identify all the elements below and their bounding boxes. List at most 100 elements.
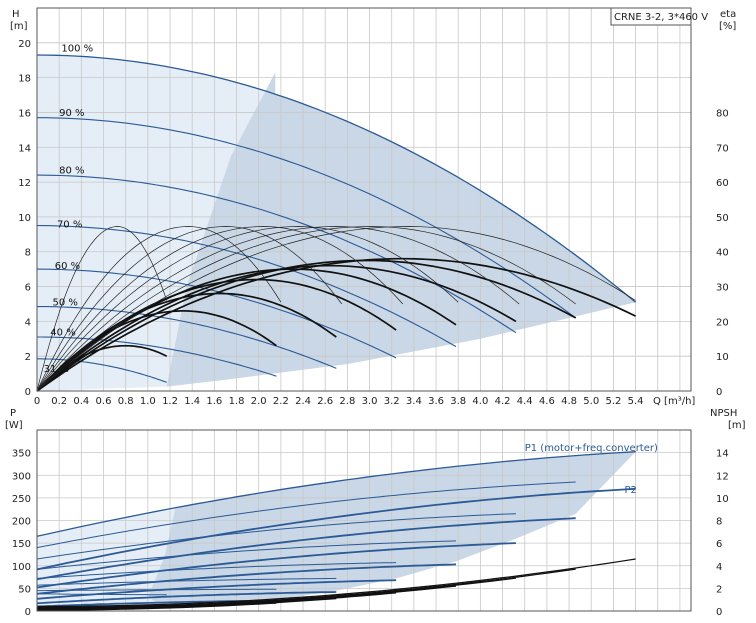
eta-iso-curve: [36, 226, 459, 392]
eta-tick-label: 20: [716, 317, 729, 328]
p-tick-label: 100: [12, 562, 31, 573]
h-tick-label: 2: [25, 352, 31, 363]
speed-label: 80 %: [59, 165, 84, 176]
qh-curve-31: [37, 358, 167, 383]
npsh-axis-label: NPSH: [710, 408, 737, 419]
x-tick-label: 2.4: [295, 396, 311, 407]
h-axis-unit: [m]: [10, 21, 28, 32]
qh-curve-100: [36, 54, 637, 303]
speed-label: 60 %: [55, 261, 80, 272]
qh-curve-50: [37, 306, 337, 369]
eta-iso-curve: [36, 226, 282, 392]
eta-tick-label: 80: [716, 108, 729, 119]
qh-plot-frame: [36, 7, 692, 392]
npsh-tick-label: 14: [716, 449, 729, 460]
qh-eta-plot: 0 0.2 0.4 0.6 0.8 1.0 1.2 1.4 1.6 1.8 2.0 2.2 2.4 2.6…: [10, 7, 736, 407]
x-tick-label: 3.4: [406, 396, 422, 407]
p2-curve-60: [36, 579, 397, 600]
p1-curve-70: [36, 540, 457, 570]
power-npsh-plot: 0 50 100 150 200 250 300 350 0 2 4 6 8 10 12 14 P [W] N…: [5, 408, 746, 618]
eta-tick-label: 50: [716, 213, 729, 224]
qh-curve-90: [37, 117, 577, 319]
q-axis-label: Q [m³/h]: [653, 396, 695, 407]
x-tick-label: 0.2: [51, 396, 67, 407]
x-tick-label: 4.0: [472, 396, 488, 407]
eta-iso-curve: [36, 226, 404, 392]
p2-series-label: P2: [624, 485, 636, 496]
h-tick-label: 12: [18, 178, 31, 189]
x-tick-label: 3.8: [450, 396, 466, 407]
npsh-tick-label: 12: [716, 471, 729, 482]
npsh-tick-label: 6: [716, 539, 722, 550]
h-tick-label: 4: [25, 317, 31, 328]
power-ticks: 0 50 100 150 200 250 300 350 0 2 4 6 8 10 12 14: [12, 449, 729, 618]
npsh-curve-31: [37, 605, 167, 611]
p-tick-label: 350: [12, 449, 31, 460]
qh-operating-envelope: [37, 55, 636, 391]
speed-label: 90 %: [59, 108, 84, 119]
p1-curve-50: [36, 577, 337, 586]
p-axis-label: P: [10, 408, 16, 419]
title-box: [610, 7, 692, 26]
npsh-tick-label: 8: [716, 517, 722, 528]
x-tick-label: 2.2: [273, 396, 289, 407]
x-tick-label: 4.4: [517, 396, 533, 407]
npsh-tick-label: 10: [716, 494, 729, 505]
eta-iso-curve: [36, 226, 168, 392]
x-tick-label: 3.2: [384, 396, 400, 407]
eta-tick-label: 30: [716, 283, 729, 294]
x-tick-label: 3.6: [428, 396, 444, 407]
npsh-curve-90: [37, 568, 576, 609]
p2-curve-90: [36, 517, 576, 581]
eta-iso-curve: [36, 226, 520, 392]
npsh-tick-label: 2: [716, 584, 722, 595]
p1-curve-90: [36, 481, 576, 549]
npsh-curves: [36, 558, 636, 611]
x-tick-label: 1.2: [162, 396, 178, 407]
x-tick-label: 4.6: [539, 396, 555, 407]
p1-curve-80: [36, 513, 516, 560]
x-tick-label: 2.6: [317, 396, 333, 407]
x-tick-label: 2.8: [339, 396, 355, 407]
h-tick-label: 16: [18, 108, 31, 119]
eta-tick-label: 60: [716, 178, 729, 189]
x-tick-label: 4.2: [495, 396, 511, 407]
p-tick-label: 200: [12, 517, 31, 528]
h-tick-label: 14: [18, 143, 31, 154]
h-tick-label: 6: [25, 283, 31, 294]
p2-curve-80: [36, 542, 516, 589]
x-tick-label: 0.4: [73, 396, 89, 407]
npsh-axis-unit: [m]: [728, 420, 746, 431]
x-tick-label: 1.4: [184, 396, 200, 407]
p-tick-label: 250: [12, 494, 31, 505]
p1-series-label: P1 (motor+freq.converter): [525, 443, 658, 454]
eta-axis-unit: [%]: [719, 21, 736, 32]
eta-curve-40: [36, 310, 277, 392]
x-tick-label: 1.0: [140, 396, 156, 407]
x-tick-label: 1.6: [206, 396, 222, 407]
p-axis-unit: [W]: [5, 420, 23, 431]
eta-tick-label: 40: [716, 248, 729, 259]
speed-label: 70 %: [57, 219, 82, 230]
eta-curve-90: [36, 259, 577, 392]
p-tick-label: 0: [25, 607, 31, 618]
h-axis-label: H: [12, 9, 20, 20]
qh-grid: [36, 7, 691, 392]
eta-curve-100: [36, 257, 636, 392]
npsh-tick-label: 0: [716, 607, 722, 618]
speed-labels: 100 % 90 % 80 % 70 % 60 % 50 % 40 % 31 %: [44, 44, 94, 375]
qh-ticks: 0 0.2 0.4 0.6 0.8 1.0 1.2 1.4 1.6 1.8 2.0 2.2 2.4 2.6…: [18, 39, 728, 407]
speed-label: 31 %: [44, 364, 69, 375]
h-tick-label: 8: [25, 248, 31, 259]
npsh-curve-100: [36, 558, 636, 608]
x-tick-label: 0.8: [118, 396, 134, 407]
eta-axis-label: eta: [720, 9, 736, 20]
x-tick-label: 5.0: [583, 396, 599, 407]
h-tick-label: 18: [18, 74, 31, 85]
x-tick-label: 4.8: [561, 396, 577, 407]
envelope-dark: [166, 72, 636, 387]
qh-curve-60: [36, 268, 397, 359]
x-tick-label: 1.8: [229, 396, 245, 407]
speed-label: 100 %: [61, 44, 93, 55]
